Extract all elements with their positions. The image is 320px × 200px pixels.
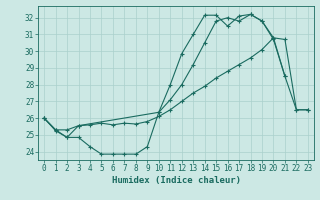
X-axis label: Humidex (Indice chaleur): Humidex (Indice chaleur): [111, 176, 241, 185]
